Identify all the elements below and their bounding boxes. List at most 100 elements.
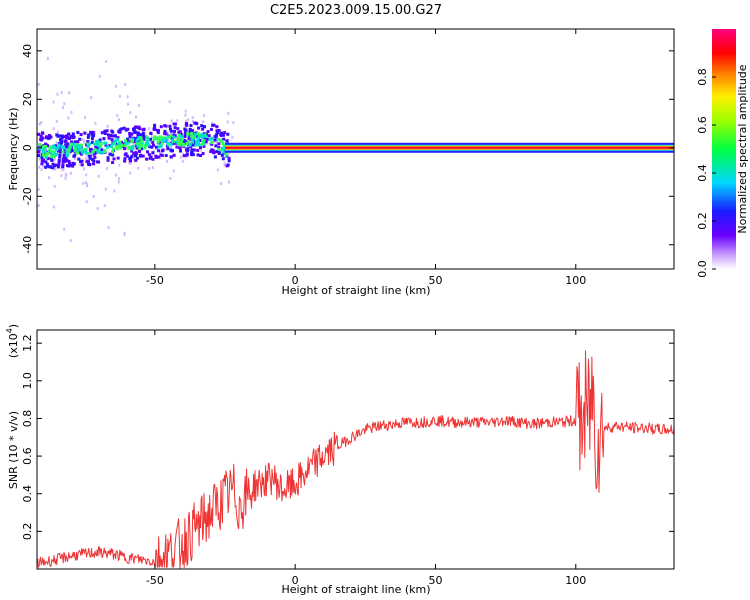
heatmap-core-cell <box>191 139 195 143</box>
heatmap-core-cell <box>72 142 76 146</box>
heatmap-speck <box>64 176 67 180</box>
heatmap-cell <box>182 154 186 158</box>
heatmap-core-cell <box>177 133 181 137</box>
heatmap-core-cell <box>118 145 122 149</box>
heatmap-cell <box>65 134 69 138</box>
heatmap-cell <box>113 134 117 138</box>
heatmap-core-cell <box>49 145 53 149</box>
heatmap-core-cell <box>51 146 55 150</box>
heatmap-speck <box>93 131 96 135</box>
heatmap-cell <box>73 140 77 144</box>
heatmap-core-cell <box>196 138 200 142</box>
heatmap-cell <box>194 121 198 125</box>
heatmap-cell <box>72 154 76 158</box>
heatmap-cell <box>97 160 101 164</box>
heatmap-core-cell <box>97 149 101 153</box>
heatmap-speck <box>90 96 93 100</box>
colorbar-tick-label: 0.8 <box>696 68 709 86</box>
heatmap-cell <box>148 145 152 149</box>
heatmap-speck <box>42 164 45 168</box>
snr-y-scale-base: (x10 <box>7 333 20 358</box>
heatmap-cell <box>60 136 64 140</box>
heatmap-core-cell <box>193 132 197 136</box>
heatmap-cell <box>51 166 55 170</box>
heatmap-cell <box>76 130 80 134</box>
heatmap-cell <box>44 142 48 146</box>
heatmap-cell <box>91 130 95 134</box>
heatmap-cell <box>68 161 72 165</box>
heatmap-cell <box>64 139 68 143</box>
heatmap-cell <box>207 134 211 138</box>
heatmap-core-cell <box>111 147 115 151</box>
spectrogram-y-ticks: -40 -20 0 20 40 <box>21 44 674 254</box>
heatmap-cell <box>166 147 170 151</box>
heatmap-cell <box>71 164 75 168</box>
colorbar-ticks: 0.0 0.2 0.4 0.6 0.8 <box>696 68 716 278</box>
heatmap-speck <box>186 118 189 122</box>
heatmap-cell <box>128 135 132 139</box>
heatmap-core-cell <box>76 144 80 148</box>
heatmap-cell <box>134 125 138 129</box>
heatmap-cell <box>141 154 145 158</box>
heatmap-cell <box>92 159 96 163</box>
heatmap-cell <box>210 142 214 146</box>
heatmap-cell <box>150 145 154 149</box>
heatmap-cell <box>169 129 173 133</box>
heatmap-speck <box>118 163 121 167</box>
colorbar-gradient <box>712 29 736 269</box>
heatmap-core-cell <box>196 132 200 136</box>
heatmap-cell <box>164 124 168 128</box>
heatmap-cell <box>88 156 92 160</box>
heatmap-cell <box>62 158 66 162</box>
heatmap-speck <box>52 100 55 104</box>
heatmap-speck <box>191 120 194 124</box>
heatmap-speck <box>69 171 72 175</box>
spectrogram-y-label: Frequency (Hz) <box>7 108 20 191</box>
heatmap-core-cell <box>190 135 194 139</box>
heatmap-speck <box>96 207 99 211</box>
heatmap-core-cell <box>78 143 82 147</box>
heatmap-cell <box>182 138 186 142</box>
heatmap-cell <box>63 144 67 148</box>
heatmap-core-cell <box>137 141 141 145</box>
heatmap-cell <box>223 131 227 135</box>
heatmap-speck <box>83 139 86 143</box>
heatmap-speck <box>40 121 43 125</box>
heatmap-core-cell <box>76 151 80 155</box>
heatmap-cell <box>170 149 174 153</box>
heatmap-core-cell <box>102 150 106 154</box>
heatmap-cell <box>40 155 44 159</box>
heatmap-speck <box>38 157 41 161</box>
heatmap-speck <box>91 156 94 160</box>
heatmap-cell <box>217 129 221 133</box>
heatmap-core-cell <box>139 136 143 140</box>
heatmap-cell <box>57 149 61 153</box>
heatmap-speck <box>129 161 132 165</box>
heatmap-speck <box>200 148 203 152</box>
y-tick-label: 0.4 <box>21 485 34 503</box>
heatmap-cell <box>202 144 206 148</box>
heatmap-core-cell <box>103 148 107 152</box>
heatmap-speck <box>215 140 218 144</box>
heatmap-core-cell <box>178 143 182 147</box>
heatmap-cell <box>89 150 93 154</box>
heatmap-core-cell <box>87 142 91 146</box>
heatmap-core-cell <box>74 149 78 153</box>
heatmap-cell <box>45 162 49 166</box>
heatmap-speck <box>223 162 226 166</box>
heatmap-core-cell <box>130 147 134 151</box>
heatmap-core-cell <box>186 132 190 136</box>
heatmap-cell <box>169 155 173 159</box>
heatmap-core-cell <box>115 147 119 151</box>
heatmap-speck <box>169 176 172 180</box>
x-tick-label: -50 <box>146 274 164 287</box>
heatmap-cell <box>170 136 174 140</box>
heatmap-speck <box>176 119 179 123</box>
heatmap-core-cell <box>170 139 174 143</box>
heatmap-cell <box>221 133 225 137</box>
heatmap-speck <box>84 115 87 119</box>
heatmap-cell <box>55 133 59 137</box>
heatmap-cell <box>134 158 138 162</box>
heatmap-cell <box>90 141 94 145</box>
